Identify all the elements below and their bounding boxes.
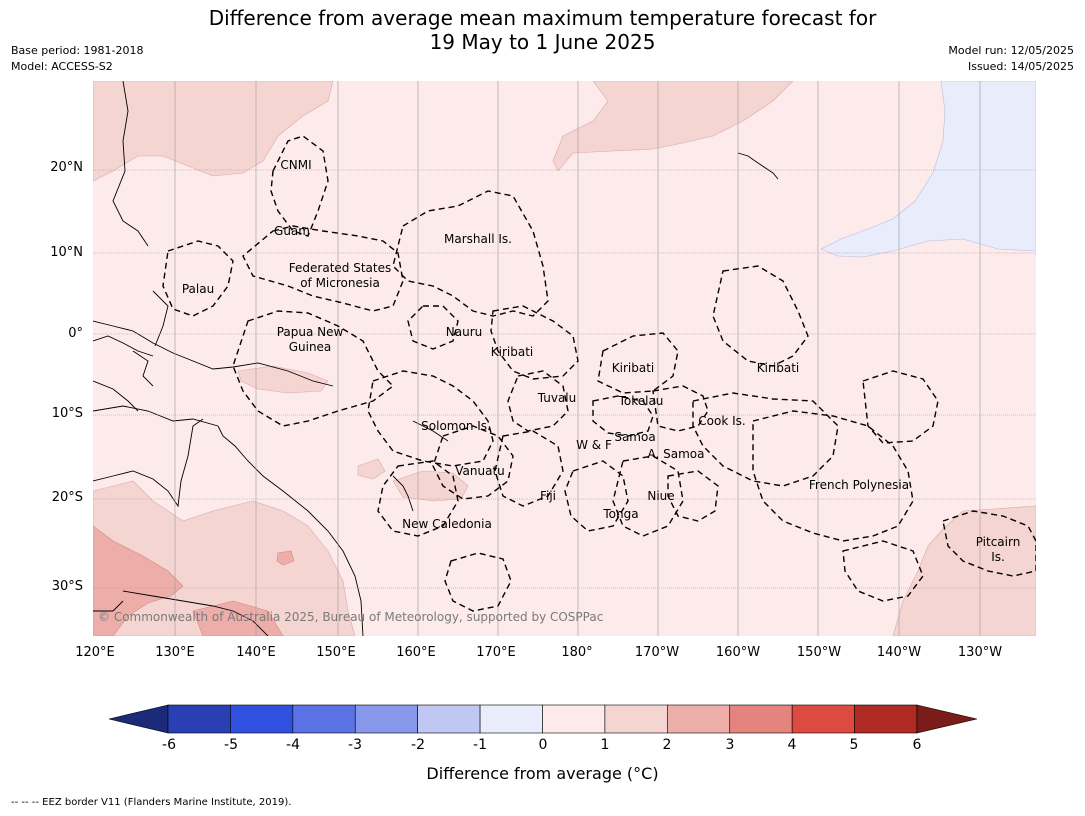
lon-tick-180: 180° bbox=[561, 645, 593, 660]
eez-label-micronesia: Federated States of Micronesia bbox=[288, 261, 392, 290]
eez-label-palau: Palau bbox=[181, 282, 215, 296]
eez-label-kiribati-east: Kiribati bbox=[756, 361, 800, 375]
eez-label-guam: Guam bbox=[274, 224, 310, 238]
colorbar-cell bbox=[854, 704, 918, 734]
colorbar-tick-0: 0 bbox=[538, 737, 548, 753]
eez-label-niue: Niue bbox=[647, 489, 675, 503]
colorbar-tick-minus5: -5 bbox=[224, 737, 238, 753]
warm-anomaly-north bbox=[92, 80, 334, 182]
lon-tick-170w: 170°W bbox=[634, 645, 680, 660]
eez-label-fiji: Fiji bbox=[539, 489, 557, 503]
lat-tick-10s: 10°S bbox=[51, 406, 83, 421]
lon-tick-130e: 130°E bbox=[155, 645, 195, 660]
colorbar-cell bbox=[230, 704, 294, 734]
colorbar-tick-minus4: -4 bbox=[286, 737, 300, 753]
eez-label-kiribati-central: Kiribati bbox=[611, 361, 655, 375]
colorbar-tick-2: 2 bbox=[662, 737, 672, 753]
lon-tick-130w: 130°W bbox=[957, 645, 1003, 660]
warm-anomaly-vanuatu bbox=[392, 470, 469, 502]
eez-label-pitcairn-is: Pitcairn Is. bbox=[975, 535, 1021, 564]
eez-label-wallis-futuna: W & F bbox=[576, 438, 612, 452]
lon-tick-160w: 160°W bbox=[715, 645, 761, 660]
warm-anomaly-australia-south bbox=[192, 600, 284, 637]
colorbar-cell bbox=[604, 704, 668, 734]
lat-tick-10n: 10°N bbox=[50, 245, 83, 260]
lon-tick-170e: 170°E bbox=[476, 645, 516, 660]
colorbar-cell bbox=[729, 704, 793, 734]
lat-tick-20n: 20°N bbox=[50, 160, 83, 175]
warm-anomaly-png bbox=[237, 365, 329, 394]
warm-anomaly-small bbox=[357, 458, 386, 480]
eez-label-solomon-is: Solomon Is. bbox=[421, 419, 491, 433]
colorbar-cell bbox=[417, 704, 481, 734]
eez-label-vanuatu: Vanuatu bbox=[455, 464, 505, 478]
colorbar-tick-3: 3 bbox=[725, 737, 735, 753]
map-canvas bbox=[92, 80, 1037, 637]
eez-label-tuvalu: Tuvalu bbox=[537, 391, 577, 405]
warm-anomaly-north-east bbox=[552, 80, 794, 172]
lon-tick-140w: 140°W bbox=[876, 645, 922, 660]
colorbar-cell bbox=[791, 704, 855, 734]
eez-borders bbox=[162, 135, 1037, 612]
eez-label-marshall-is: Marshall Is. bbox=[444, 232, 512, 246]
colorbar-tick-minus1: -1 bbox=[473, 737, 487, 753]
colorbar-over-arrow bbox=[916, 704, 978, 734]
map-panel bbox=[92, 80, 1037, 637]
eez-label-samoa: Samoa bbox=[614, 430, 656, 444]
eez-label-kiribati-west: Kiribati bbox=[490, 345, 534, 359]
colorbar-tick-6: 6 bbox=[912, 737, 922, 753]
eez-label-cnmi: CNMI bbox=[280, 158, 312, 172]
cool-anomaly-area bbox=[820, 80, 1037, 258]
lon-tick-140e: 140°E bbox=[236, 645, 276, 660]
colorbar-cell bbox=[479, 704, 543, 734]
title-line-2: 19 May to 1 June 2025 bbox=[429, 30, 656, 54]
lat-tick-20s: 20°S bbox=[51, 490, 83, 505]
colorbar-cell bbox=[167, 704, 231, 734]
colorbar-label: Difference from average (°C) bbox=[426, 764, 659, 783]
title-line-1: Difference from average mean maximum tem… bbox=[208, 6, 877, 30]
lat-tick-30s: 30°S bbox=[51, 579, 83, 594]
colorbar-cell bbox=[292, 704, 356, 734]
colorbar-tick-minus3: -3 bbox=[348, 737, 362, 753]
colorbar-cell bbox=[667, 704, 731, 734]
colorbar-tick-1: 1 bbox=[600, 737, 610, 753]
lon-tick-120e: 120°E bbox=[75, 645, 115, 660]
coastlines bbox=[92, 80, 779, 637]
lon-tick-150e: 150°E bbox=[316, 645, 356, 660]
eez-label-american-samoa: A. Samoa bbox=[647, 447, 705, 461]
colorbar-tick-minus6: -6 bbox=[162, 737, 176, 753]
eez-label-png: Papua New Guinea bbox=[276, 325, 344, 354]
colorbar-cell bbox=[354, 704, 418, 734]
graticule bbox=[93, 81, 1036, 636]
model-run: Model run: 12/05/2025 bbox=[948, 44, 1074, 57]
colorbar-tick-5: 5 bbox=[849, 737, 859, 753]
colorbar-tick-4: 4 bbox=[787, 737, 797, 753]
lon-tick-150w: 150°W bbox=[796, 645, 842, 660]
eez-label-cook-is: Cook Is. bbox=[698, 414, 746, 428]
eez-footnote: -- -- -- EEZ border V11 (Flanders Marine… bbox=[11, 797, 292, 808]
colorbar-cell bbox=[542, 704, 606, 734]
eez-label-tonga: Tonga bbox=[603, 507, 639, 521]
meta-right: Model run: 12/05/2025 Issued: 14/05/2025 bbox=[948, 43, 1074, 75]
copyright-notice: © Commonwealth of Australia 2025, Bureau… bbox=[98, 610, 604, 624]
model-name: Model: ACCESS-S2 bbox=[11, 60, 113, 73]
meta-left: Base period: 1981-2018 Model: ACCESS-S2 bbox=[11, 43, 143, 75]
eez-label-new-caledonia: New Caledonia bbox=[402, 517, 492, 531]
eez-label-nauru: Nauru bbox=[445, 325, 483, 339]
colorbar bbox=[108, 704, 978, 734]
colorbar-under-arrow bbox=[108, 704, 169, 734]
colorbar-tick-minus2: -2 bbox=[411, 737, 425, 753]
lon-tick-160e: 160°E bbox=[396, 645, 436, 660]
issued-date: Issued: 14/05/2025 bbox=[967, 60, 1074, 73]
chart-title: Difference from average mean maximum tem… bbox=[0, 6, 1085, 54]
eez-label-tokelau: Tokelau bbox=[618, 394, 664, 408]
eez-label-french-polynesia: French Polynesia bbox=[808, 478, 910, 492]
warm-anomaly-australia-spot bbox=[276, 550, 295, 566]
lat-tick-0: 0° bbox=[68, 326, 83, 341]
base-period: Base period: 1981-2018 bbox=[11, 44, 144, 57]
